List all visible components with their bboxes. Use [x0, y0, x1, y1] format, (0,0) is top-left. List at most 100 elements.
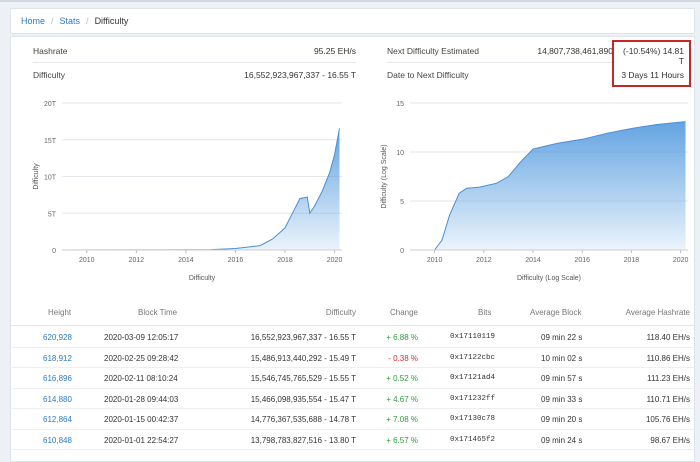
difficulty-chart: 0 5T 10T 15T 20T 2010 2012 2014 2016 2018 2020 Diff… [33, 101, 343, 282]
height-link[interactable]: 614,880 [43, 394, 72, 404]
column-header-change: Change [389, 308, 418, 317]
y-tick-label: 5T [48, 211, 57, 218]
y-tick-label: 0 [52, 248, 56, 255]
next-difficulty-change: (-10.54%) 14.81 T [623, 46, 684, 66]
x-tick-label: 2010 [79, 257, 95, 264]
table-row: 612,864 2020-01-15 00:42:37 14,776,367,535… [10, 409, 695, 430]
height-link[interactable]: 612,864 [43, 415, 72, 424]
breadcrumb-stats-link[interactable]: Stats [59, 16, 81, 26]
stats-divider [387, 62, 613, 63]
difficulty-log-chart: 0 5 10 15 2010 2012 2014 2016 2018 2020 Difficulty… [381, 101, 689, 282]
block-time-cell: 2020-03-09 12:05:17 [104, 333, 179, 342]
breadcrumb-separator: / [86, 16, 89, 26]
difficulty-cell: 13,798,783,827,516 - 13.80 T [250, 435, 356, 445]
series-area [422, 121, 686, 250]
difficulty-label: Difficulty [33, 70, 65, 80]
difficulty-cell: 15,466,098,935,554 - 15.47 T [250, 394, 356, 404]
y-tick-label: 5 [400, 199, 404, 206]
difficulty-cell: 15,546,745,765,529 - 15.55 T [250, 374, 356, 383]
average-hashrate-cell: 105.76 EH/s [645, 415, 690, 424]
series-area [62, 128, 340, 250]
column-header-difficulty: Difficulty [325, 308, 356, 317]
x-tick-label: 2014 [525, 257, 541, 264]
column-header-block-time: Block Time [138, 308, 178, 317]
column-header-height: Height [48, 308, 72, 317]
date-to-next-label: Date to Next Difficulty [387, 70, 469, 80]
block-time-cell: 2020-02-11 08:10:24 [104, 374, 178, 383]
block-time-cell: 2020-01-28 09:44:03 [104, 394, 179, 404]
bits-cell: 0x17121ad4 [450, 374, 496, 382]
y-tick-label: 20T [44, 101, 57, 108]
y-tick-label: 0 [400, 248, 404, 255]
height-link[interactable]: 616,896 [43, 374, 72, 383]
y-axis-label: Difficulty (Log Scale) [381, 144, 388, 208]
change-cell: + 0.52 % [386, 374, 418, 383]
column-header-average-block: Average Block [530, 308, 582, 317]
date-to-next-value: 3 Days 11 Hours [621, 70, 684, 80]
average-hashrate-cell: 110.86 EH/s [646, 353, 690, 363]
column-header-bits: Bits [478, 308, 492, 317]
bits-cell: 0x171232ff [450, 394, 496, 403]
breadcrumb-current: Difficulty [94, 16, 129, 26]
series-line [422, 121, 686, 251]
next-difficulty-label: Next Difficulty Estimated [387, 46, 479, 56]
block-time-cell: 2020-02-25 09:28:42 [104, 353, 179, 363]
column-header-average-hashrate: Average Hashrate [625, 308, 690, 317]
difficulty-cell: 16,552,923,967,337 - 16.55 T [250, 333, 356, 342]
x-axis-label: Difficulty (Log Scale) [517, 275, 581, 282]
top-border [0, 0, 700, 2]
average-hashrate-cell: 111.23 EH/s [647, 374, 690, 383]
x-tick-label: 2018 [624, 257, 640, 264]
y-tick-label: 15T [44, 138, 57, 145]
breadcrumb: Home / Stats / Difficulty [10, 8, 695, 34]
change-cell: + 6.57 % [386, 435, 418, 445]
table-row: 614,880 2020-01-28 09:44:03 15,466,098,935… [10, 389, 695, 409]
average-block-cell: 09 min 20 s [541, 415, 583, 424]
x-tick-label: 2016 [228, 257, 244, 264]
average-block-cell: 09 min 22 s [541, 333, 583, 342]
x-tick-label: 2020 [327, 257, 343, 264]
table-row: 610,848 2020-01-01 22:54:27 13,798,783,827… [10, 430, 695, 450]
difficulty-value: 16,552,923,967,337 - 16.55 T [244, 70, 356, 80]
breadcrumb-home-link[interactable]: Home [21, 16, 46, 26]
average-hashrate-cell: 118.40 EH/s [646, 333, 690, 342]
height-link[interactable]: 620,928 [43, 333, 72, 342]
average-block-cell: 09 min 24 s [541, 435, 583, 445]
bits-cell: 0x17122cbc [450, 353, 496, 362]
difficulty-cell: 14,776,367,535,688 - 14.78 T [250, 415, 356, 424]
x-axis-label: Difficulty [189, 275, 216, 282]
height-link[interactable]: 618,912 [43, 353, 72, 363]
change-cell: - 0.38 % [388, 353, 418, 363]
x-tick-label: 2014 [178, 257, 194, 264]
y-axis-label: Difficulty [33, 163, 40, 190]
average-hashrate-cell: 110.71 EH/s [646, 394, 690, 404]
average-block-cell: 10 min 02 s [541, 353, 583, 363]
block-time-cell: 2020-01-01 22:54:27 [104, 435, 179, 445]
change-cell: + 7.08 % [386, 415, 418, 424]
x-tick-label: 2012 [476, 257, 492, 264]
x-tick-label: 2016 [574, 257, 590, 264]
x-tick-label: 2018 [277, 257, 293, 264]
block-time-cell: 2020-01-15 00:42:37 [104, 415, 179, 424]
hashrate-value: 95.25 EH/s [313, 46, 356, 56]
bits-cell: 0x171465f2 [450, 435, 496, 444]
average-block-cell: 09 min 57 s [541, 374, 583, 383]
change-cell: + 6.88 % [386, 333, 418, 342]
height-link[interactable]: 610,848 [43, 435, 72, 445]
table-row: 620,928 2020-03-09 12:05:17 16,552,923,967… [10, 327, 695, 348]
bits-cell: 0x17130c78 [450, 415, 496, 423]
table-row: 616,896 2020-02-11 08:10:24 15,546,745,765… [10, 368, 695, 389]
average-hashrate-cell: 98.67 EH/s [650, 435, 690, 445]
table-row: 618,912 2020-02-25 09:28:42 15,486,913,440… [10, 348, 695, 368]
x-tick-label: 2012 [129, 257, 145, 264]
x-tick-label: 2020 [673, 257, 689, 264]
y-tick-label: 10 [396, 150, 404, 157]
y-tick-label: 10T [44, 175, 57, 182]
change-cell: + 4.67 % [386, 394, 418, 404]
bits-cell: 0x17110119 [450, 333, 496, 341]
highlight-box [612, 40, 691, 87]
average-block-cell: 09 min 33 s [541, 394, 583, 404]
y-tick-label: 15 [396, 101, 404, 108]
stats-divider [33, 62, 356, 63]
difficulty-cell: 15,486,913,440,292 - 15.49 T [250, 353, 356, 363]
